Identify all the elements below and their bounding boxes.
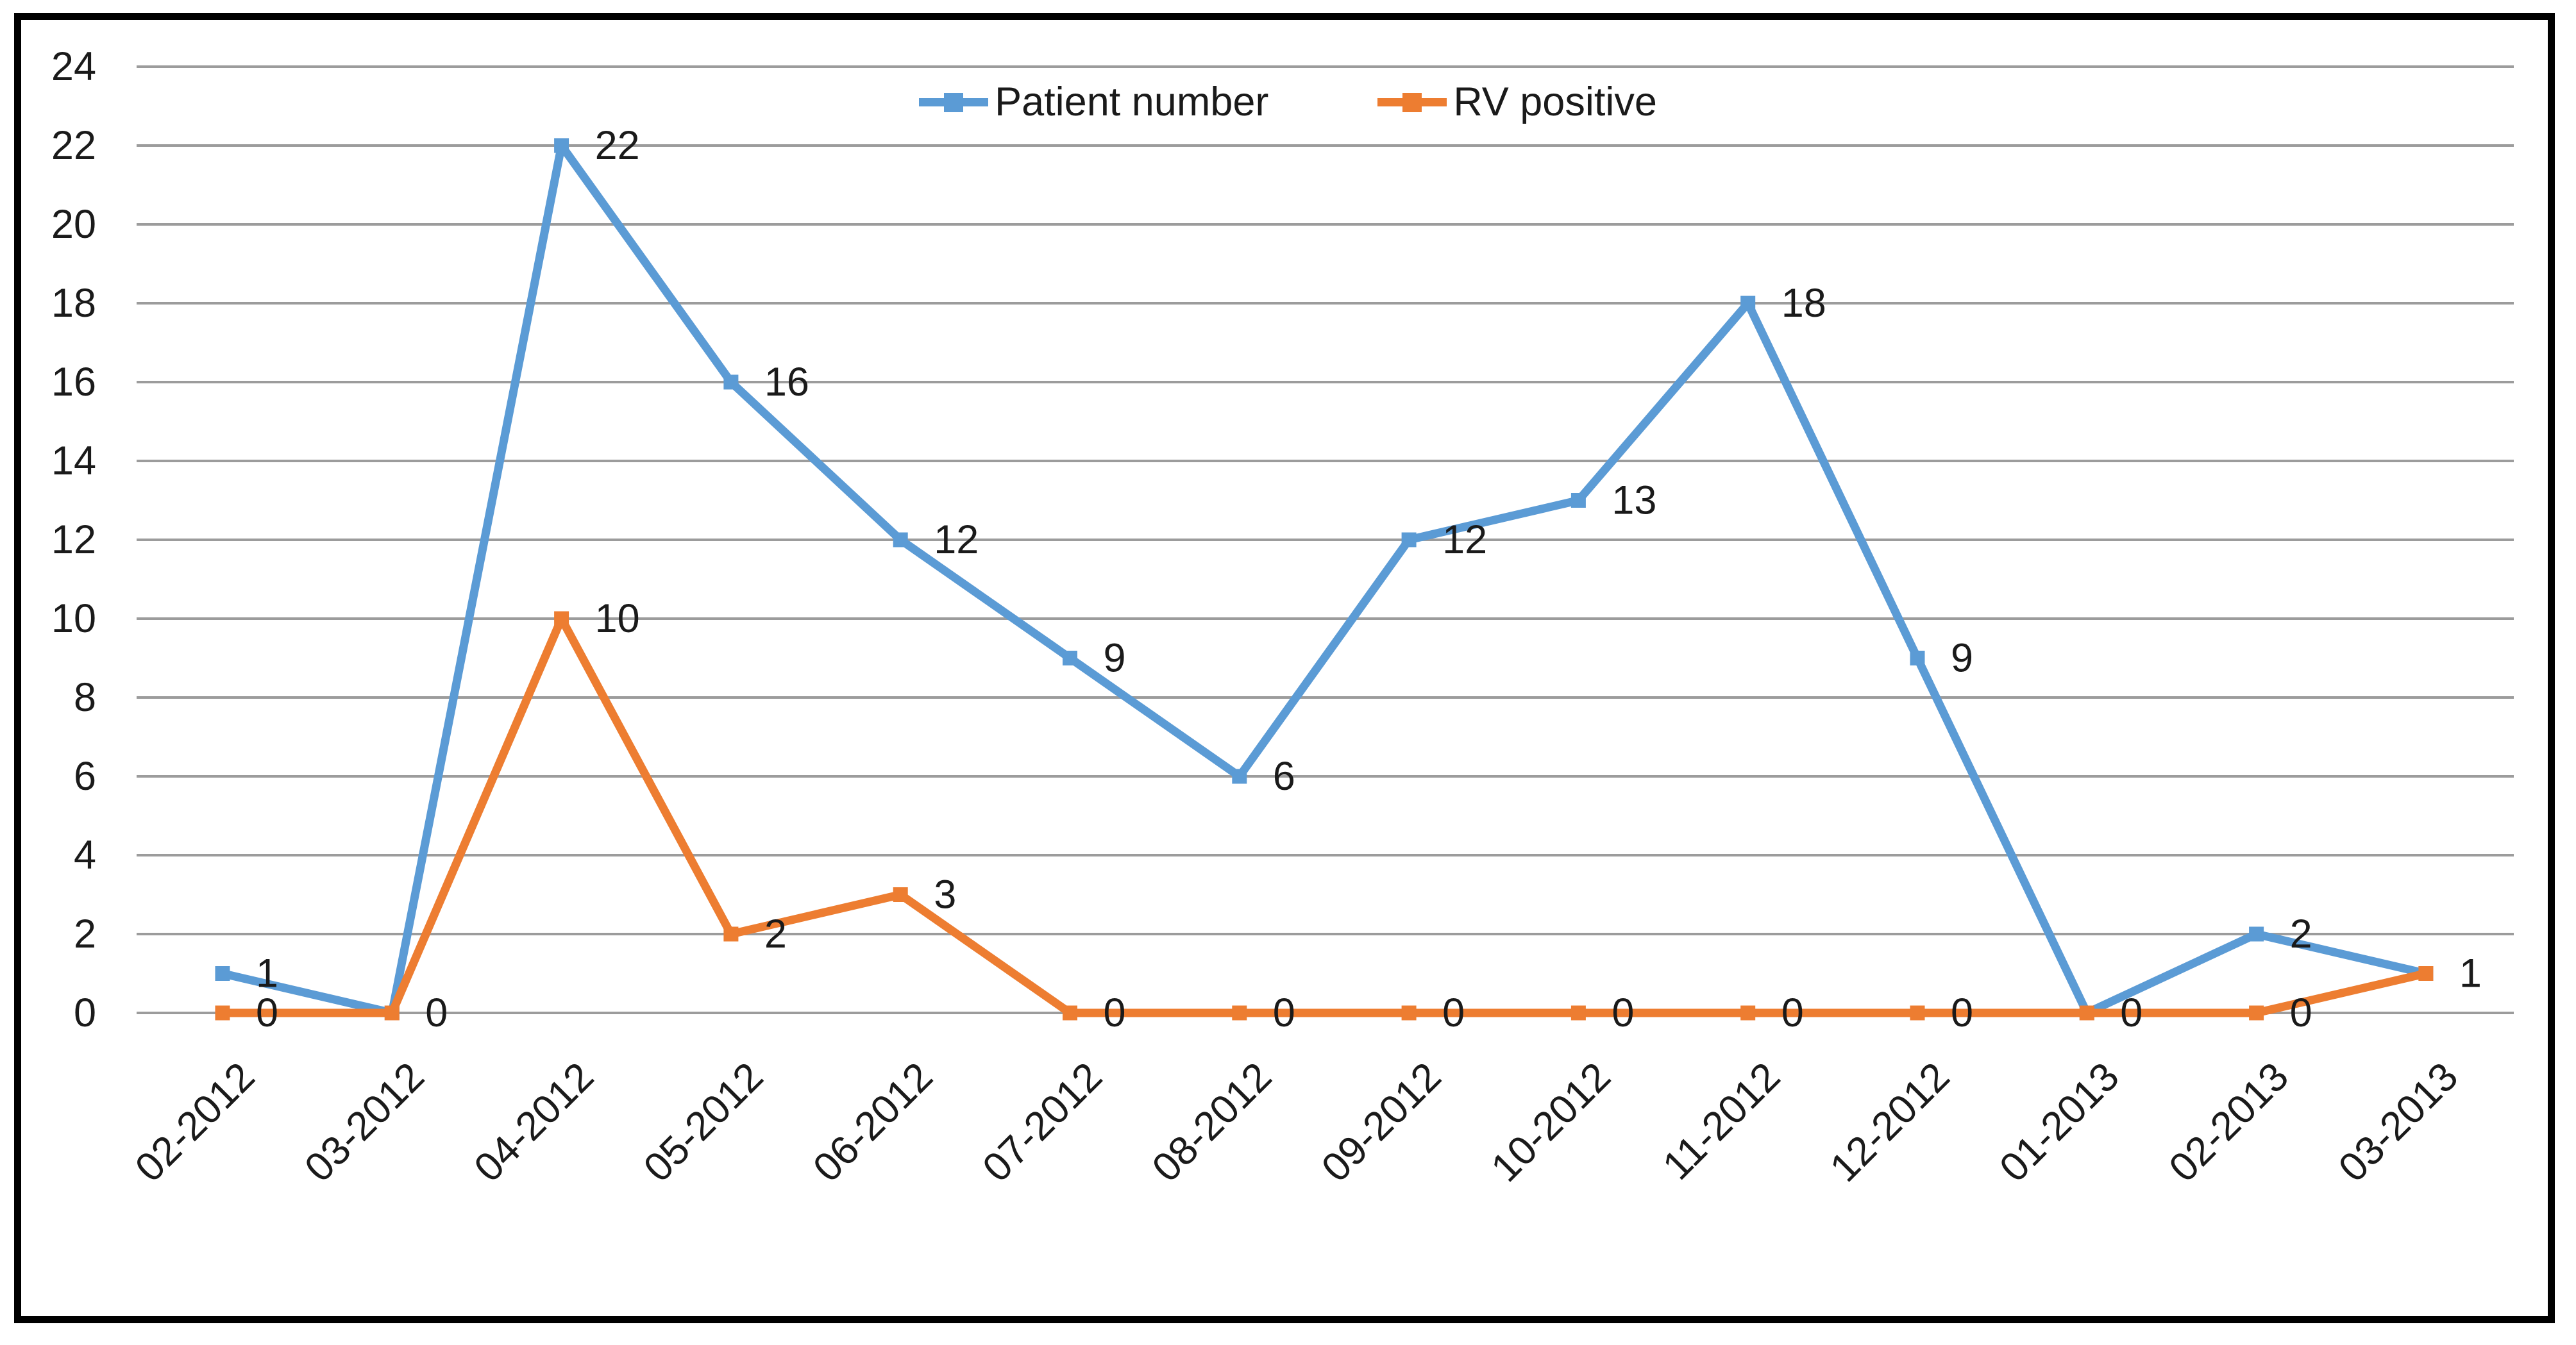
data-label-rv-positive-03-2012: 0 — [425, 990, 448, 1035]
marker-patient-number-06-2012 — [893, 532, 908, 547]
data-label-rv-positive-05-2012: 2 — [764, 912, 787, 957]
x-tick-label-07-2012: 07-2012 — [974, 1054, 1111, 1190]
marker-patient-number-07-2012 — [1063, 651, 1077, 665]
data-label-patient-number-08-2012: 6 — [1273, 754, 1295, 799]
x-tick-label-02-2012: 02-2012 — [127, 1054, 264, 1190]
marker-rv-positive-10-2012 — [1570, 1005, 1586, 1021]
y-tick-label-14: 14 — [51, 439, 96, 483]
series-line-rv-positive — [223, 614, 2427, 1017]
data-label-patient-number-12-2012: 9 — [1951, 636, 1973, 681]
x-tick-label-09-2012: 09-2012 — [1313, 1054, 1450, 1190]
marker-patient-number-02-2013 — [2249, 926, 2264, 942]
x-tick-label-08-2012: 08-2012 — [1143, 1054, 1280, 1190]
y-tick-label-6: 6 — [74, 754, 96, 799]
y-tick-label-16: 16 — [51, 360, 96, 405]
y-tick-label-20: 20 — [51, 202, 96, 247]
y-tick-label-18: 18 — [51, 281, 96, 326]
chart-border — [14, 13, 2555, 1323]
marker-patient-number-09-2012 — [1401, 532, 1417, 547]
series-line-patient-number — [221, 141, 2427, 1017]
data-label-rv-positive-02-2013: 0 — [2290, 990, 2312, 1035]
x-tick-label-03-2012: 03-2012 — [296, 1054, 433, 1190]
y-tick-label-10: 10 — [51, 596, 96, 641]
x-tick-label-10-2012: 10-2012 — [1483, 1054, 1619, 1190]
y-tick-label-22: 22 — [51, 123, 96, 168]
data-label-patient-number-11-2012: 18 — [1781, 281, 1826, 326]
data-label-rv-positive-06-2012: 3 — [934, 873, 956, 917]
marker-patient-number-12-2012 — [1910, 651, 1925, 665]
data-label-rv-positive-09-2012: 0 — [1442, 990, 1465, 1035]
x-tick-label-05-2012: 05-2012 — [635, 1054, 771, 1190]
data-label-rv-positive-11-2012: 0 — [1781, 990, 1804, 1035]
data-label-patient-number-06-2012: 12 — [934, 517, 979, 562]
y-tick-label-4: 4 — [74, 833, 96, 878]
marker-rv-positive-03-2012 — [384, 1005, 400, 1021]
data-label-rv-positive-08-2012: 0 — [1273, 990, 1295, 1035]
x-tick-label-12-2012: 12-2012 — [1822, 1054, 1958, 1190]
data-label-rv-positive-04-2012: 10 — [595, 596, 640, 641]
x-tick-label-01-2013: 01-2013 — [1991, 1054, 2128, 1190]
x-tick-label-06-2012: 06-2012 — [805, 1054, 941, 1190]
data-label-rv-positive-07-2012: 0 — [1104, 990, 1126, 1035]
data-label-rv-positive-02-2012: 0 — [256, 990, 278, 1035]
marker-rv-positive-04-2012 — [554, 611, 569, 626]
data-label-rv-positive-12-2012: 0 — [1951, 990, 1973, 1035]
x-tick-label-03-2013: 03-2013 — [2330, 1054, 2466, 1190]
marker-patient-number-08-2012 — [1232, 769, 1247, 784]
y-tick-label-24: 24 — [51, 44, 96, 89]
marker-patient-number-11-2012 — [1740, 296, 1756, 311]
data-label-rv-positive-01-2013: 0 — [2120, 990, 2142, 1035]
data-label-patient-number-04-2012: 22 — [595, 123, 640, 168]
marker-rv-positive-07-2012 — [1063, 1005, 1077, 1021]
data-label-patient-number-10-2012: 13 — [1612, 478, 1656, 523]
y-tick-label-2: 2 — [74, 912, 96, 957]
marker-rv-positive-03-2013 — [2418, 966, 2434, 981]
marker-patient-number-02-2012 — [215, 966, 230, 981]
marker-rv-positive-02-2013 — [2249, 1005, 2264, 1021]
marker-rv-positive-02-2012 — [215, 1005, 230, 1021]
data-label-patient-number-09-2012: 12 — [1442, 517, 1487, 562]
marker-rv-positive-12-2012 — [1910, 1005, 1925, 1021]
marker-rv-positive-08-2012 — [1232, 1005, 1247, 1021]
data-label-rv-positive-10-2012: 0 — [1612, 990, 1634, 1035]
marker-rv-positive-05-2012 — [723, 926, 739, 942]
marker-rv-positive-01-2013 — [2079, 1005, 2094, 1021]
data-label-patient-number-03-2013: 1 — [2459, 951, 2482, 996]
marker-patient-number-04-2012 — [554, 138, 569, 153]
x-tick-label-02-2013: 02-2013 — [2160, 1054, 2297, 1190]
data-label-patient-number-05-2012: 16 — [764, 360, 809, 405]
y-tick-label-8: 8 — [74, 675, 96, 720]
marker-rv-positive-11-2012 — [1740, 1005, 1756, 1021]
marker-patient-number-10-2012 — [1570, 493, 1586, 508]
y-tick-label-0: 0 — [74, 990, 96, 1035]
x-tick-label-04-2012: 04-2012 — [466, 1054, 602, 1190]
marker-patient-number-05-2012 — [723, 374, 739, 390]
y-tick-label-12: 12 — [51, 517, 96, 562]
data-label-patient-number-02-2012: 1 — [256, 951, 278, 996]
data-label-patient-number-07-2012: 9 — [1104, 636, 1126, 681]
marker-rv-positive-09-2012 — [1401, 1005, 1417, 1021]
x-tick-label-11-2012: 11-2012 — [1654, 1054, 1789, 1189]
data-label-patient-number-02-2013: 2 — [2290, 912, 2312, 957]
marker-rv-positive-06-2012 — [893, 887, 908, 902]
